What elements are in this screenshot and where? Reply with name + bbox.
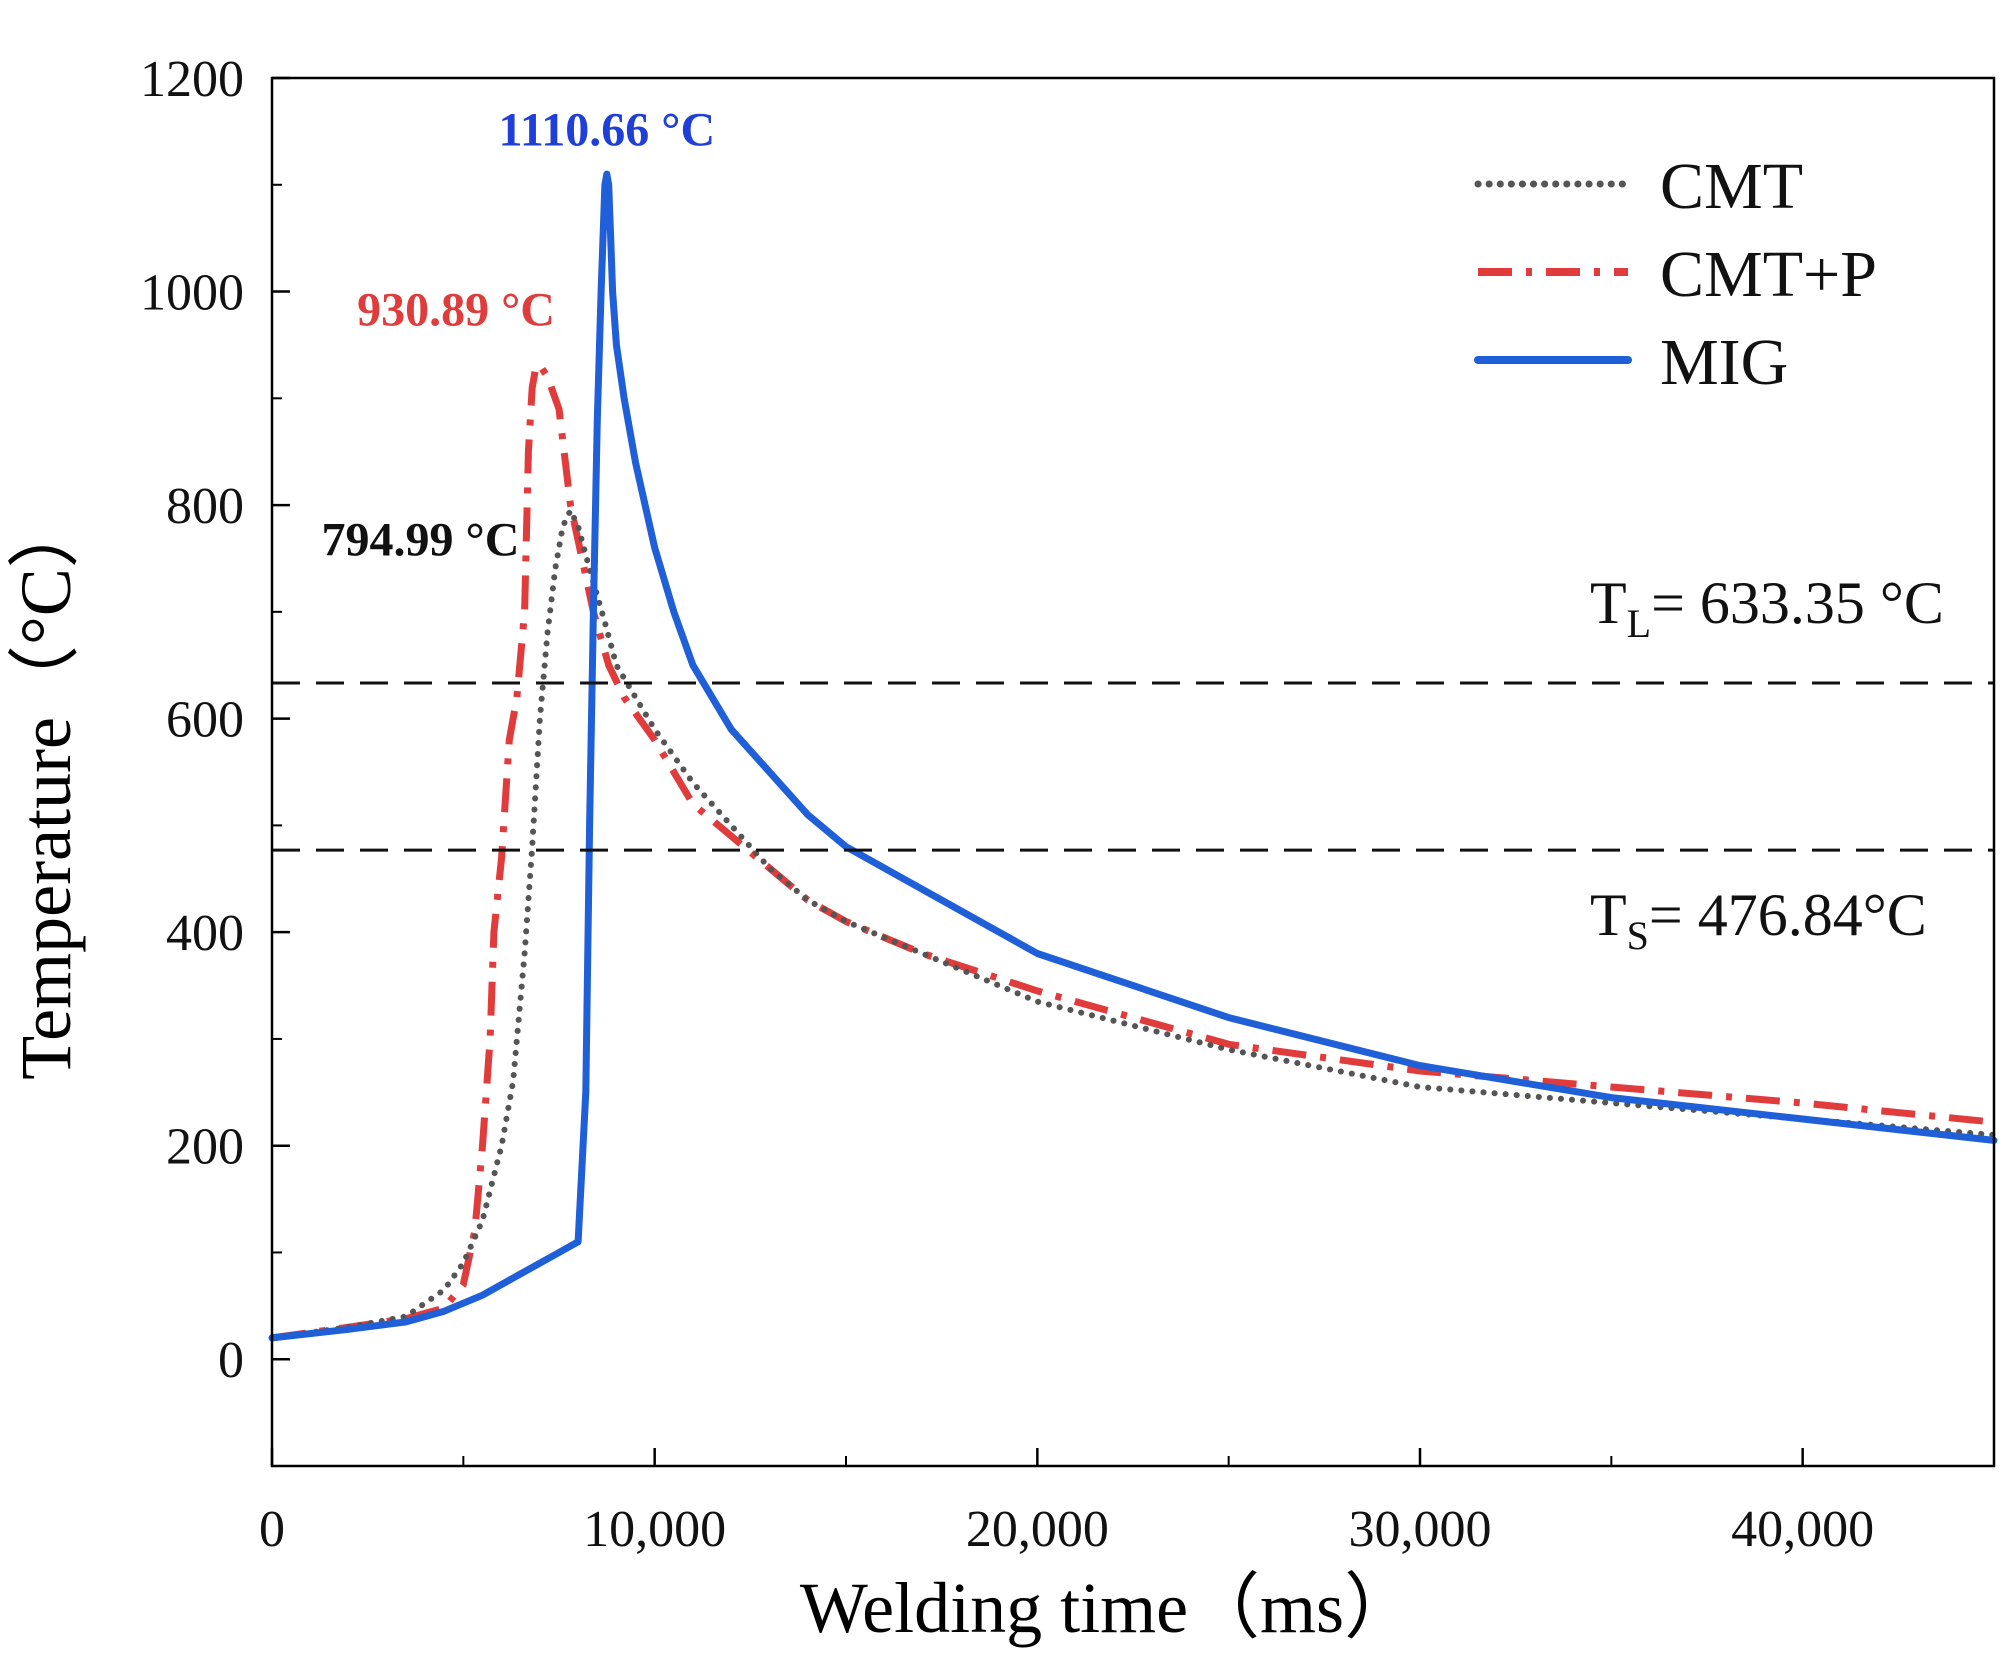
x-tick-label: 40,000 bbox=[1731, 1501, 1874, 1558]
series-line-cmt bbox=[269, 507, 1997, 1341]
legend: CMT CMT+P MIG bbox=[1474, 150, 1877, 399]
reference-label-l: TL= 633.35 °C bbox=[1590, 570, 1944, 646]
x-tick-label: 10,000 bbox=[583, 1501, 726, 1558]
x-tick-label: 20,000 bbox=[966, 1501, 1109, 1558]
peak-annotation: 794.99 °C bbox=[322, 513, 520, 566]
reference-label-s: TS= 476.84°C bbox=[1590, 882, 1927, 958]
series-line-mig bbox=[268, 170, 1998, 1342]
x-tick-label: 0 bbox=[259, 1501, 285, 1558]
legend-label: CMT+P bbox=[1660, 238, 1877, 311]
y-tick-label: 200 bbox=[166, 1119, 244, 1176]
reference-lines: TL= 633.35 °C TS= 476.84°C bbox=[272, 570, 1994, 958]
y-tick-label: 800 bbox=[166, 478, 244, 535]
y-tick-label: 600 bbox=[166, 692, 244, 749]
y-tick-label: 400 bbox=[166, 905, 244, 962]
annotations-group: 1110.66 °C 930.89 °C 794.99 °C bbox=[322, 103, 716, 566]
peak-annotation: 1110.66 °C bbox=[499, 103, 716, 156]
series-line-cmt-p bbox=[271, 361, 1995, 1342]
x-axis-label: Welding time（ms） bbox=[800, 1568, 1416, 1648]
series-group bbox=[268, 170, 1998, 1342]
plot-frame bbox=[270, 76, 1996, 1468]
y-tick-label: 0 bbox=[218, 1332, 244, 1389]
legend-label: MIG bbox=[1660, 326, 1788, 399]
y-tick-label: 1200 bbox=[140, 51, 244, 108]
peak-annotation: 930.89 °C bbox=[357, 283, 555, 336]
axes-group: 0 10,000 20,000 30,000 40,000 0 200 400 600 800 10… bbox=[140, 51, 1874, 1558]
x-tick-label: 30,000 bbox=[1349, 1501, 1492, 1558]
y-axis-label: Temperature（°C） bbox=[6, 496, 86, 1080]
legend-label: CMT bbox=[1660, 150, 1803, 223]
y-tick-label: 1000 bbox=[140, 265, 244, 322]
